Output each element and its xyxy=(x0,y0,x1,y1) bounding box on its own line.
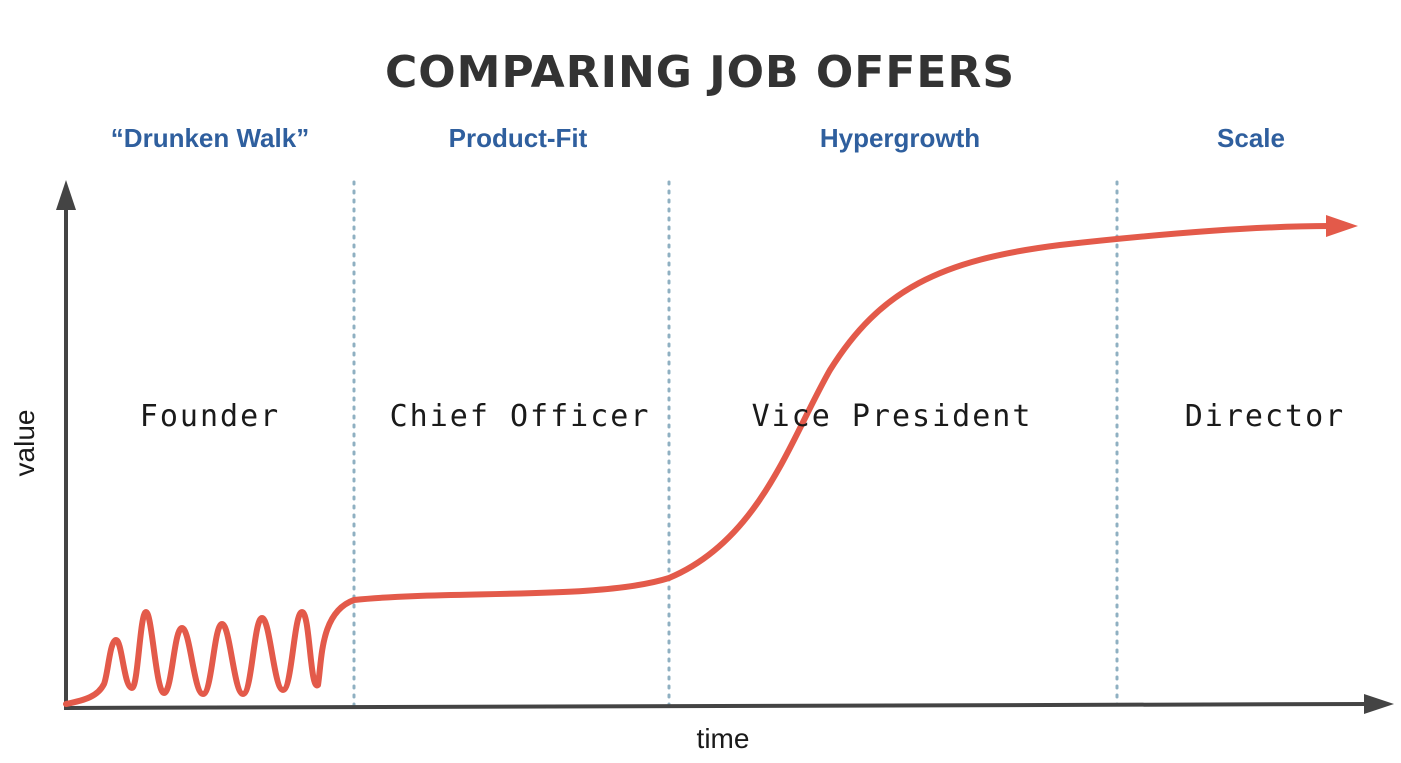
stage-label-drunken-walk: “Drunken Walk” xyxy=(111,123,309,153)
stage-label-product-fit: Product-Fit xyxy=(449,123,588,153)
y-axis-label: value xyxy=(9,410,40,477)
stage-label-scale: Scale xyxy=(1217,123,1285,153)
y-axis xyxy=(56,180,76,708)
value-curve-arrow-icon xyxy=(1326,215,1358,237)
x-axis-arrow-icon xyxy=(1364,694,1394,714)
x-axis xyxy=(63,694,1394,714)
role-vice-president: Vice President xyxy=(752,399,1033,434)
y-axis-arrow-icon xyxy=(56,180,76,210)
role-founder: Founder xyxy=(140,399,280,434)
value-curve xyxy=(63,223,1333,707)
x-axis-label: time xyxy=(697,723,750,754)
diagram-title: COMPARING JOB OFFERS xyxy=(385,47,1015,98)
stage-label-hypergrowth: Hypergrowth xyxy=(820,123,980,153)
role-director: Director xyxy=(1185,399,1346,434)
role-chief-officer: Chief Officer xyxy=(390,399,651,434)
